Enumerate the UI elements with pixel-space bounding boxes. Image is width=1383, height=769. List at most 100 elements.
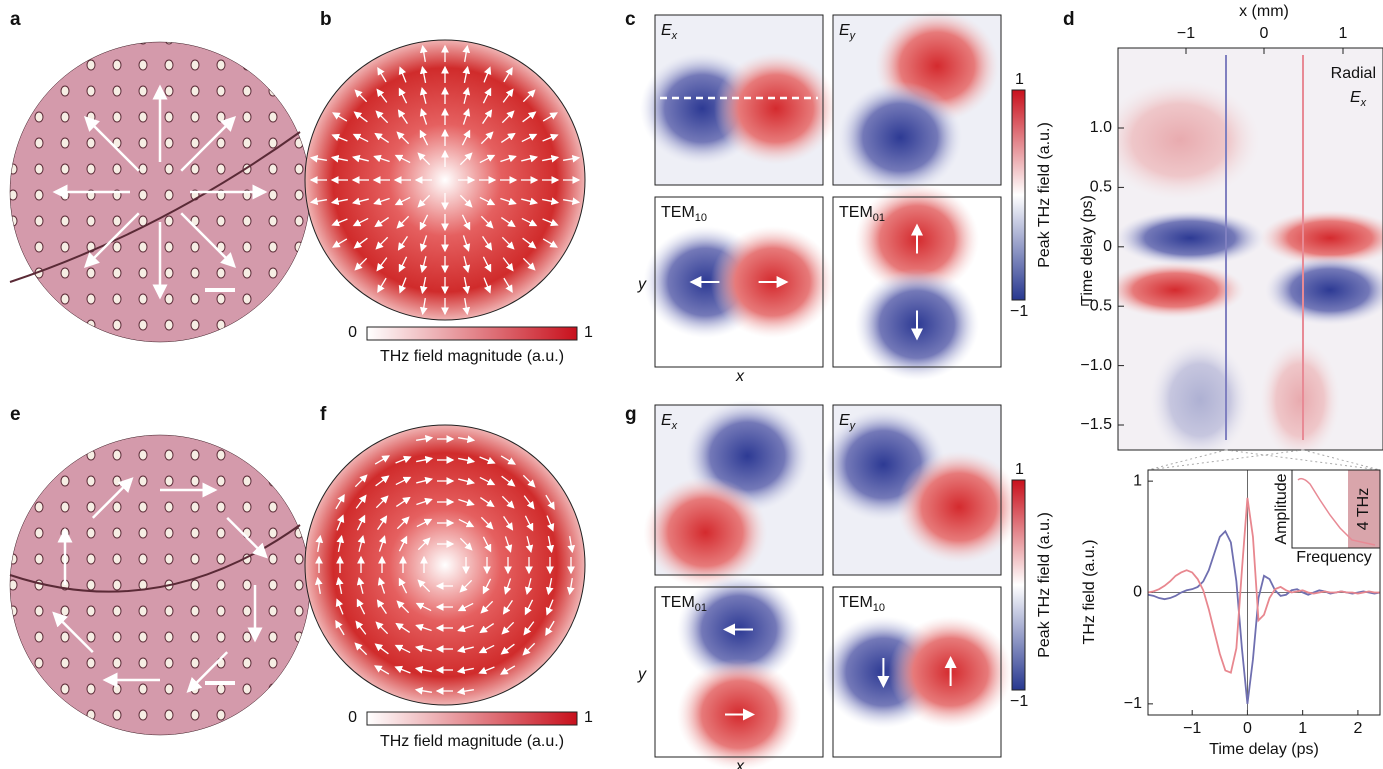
x-tick-label: 2 xyxy=(1353,720,1362,737)
x-label: x xyxy=(735,758,745,769)
heatmap-lobe xyxy=(1118,210,1265,266)
arrow xyxy=(500,197,517,206)
connector xyxy=(1147,449,1304,471)
arrow xyxy=(374,132,390,143)
arrow xyxy=(458,518,475,528)
arrow xyxy=(356,514,366,531)
y-tick-label: 0 xyxy=(1103,238,1112,255)
arrow xyxy=(335,494,345,510)
arrow xyxy=(462,65,471,83)
arrow xyxy=(478,644,495,654)
colorbar-min: 0 xyxy=(348,709,357,726)
arrow xyxy=(394,665,411,674)
arrow xyxy=(419,108,428,125)
arrow xyxy=(458,498,475,507)
arrow xyxy=(357,534,366,552)
x-tick-label: 0 xyxy=(1260,25,1269,42)
arrow xyxy=(479,476,496,486)
arrow xyxy=(309,154,327,163)
arrow xyxy=(545,578,554,596)
y-tick-label: 1.0 xyxy=(1090,119,1112,136)
map-label: Ey xyxy=(839,412,857,432)
y-tick-label: −1 xyxy=(1124,695,1142,712)
map-frame xyxy=(832,196,1002,368)
arrow xyxy=(336,534,345,552)
arrow xyxy=(332,238,348,248)
arrow xyxy=(354,257,368,271)
arrow xyxy=(398,87,408,104)
map-label: Ex xyxy=(1350,89,1367,109)
micrograph xyxy=(9,434,311,736)
arrow xyxy=(354,642,368,656)
arrow xyxy=(91,477,134,519)
arrow xyxy=(457,602,474,612)
colorbar-label: THz field magnitude (a.u.) xyxy=(380,733,564,750)
arrow xyxy=(415,602,432,612)
arrow xyxy=(378,535,387,552)
arrow xyxy=(398,577,408,594)
arrow xyxy=(456,645,474,654)
arrow xyxy=(502,88,514,103)
colorbar-max: 1 xyxy=(584,709,593,726)
arrow xyxy=(419,235,428,252)
arrow xyxy=(395,476,412,486)
arrow xyxy=(459,152,473,166)
arrow xyxy=(373,197,390,206)
arrow xyxy=(482,109,493,125)
arrow xyxy=(545,620,555,636)
arrow xyxy=(479,497,495,508)
arrow xyxy=(545,599,554,616)
arrow xyxy=(502,599,513,615)
colorbar-label: THz field magnitude (a.u.) xyxy=(380,348,564,365)
heatmap-lobe xyxy=(1265,255,1383,325)
arrow xyxy=(396,600,410,614)
arrow xyxy=(482,256,492,273)
arrow xyxy=(398,256,408,273)
arrow xyxy=(504,536,513,553)
arrow xyxy=(377,515,388,531)
arrow xyxy=(522,111,537,123)
arrow xyxy=(395,455,412,464)
y-tick-label: −1.0 xyxy=(1080,357,1112,374)
arrow xyxy=(503,515,514,531)
x-label: x xyxy=(735,368,745,385)
label-sub: 01 xyxy=(695,602,707,614)
map-lobe xyxy=(713,52,838,165)
arrow xyxy=(377,577,386,594)
arrow xyxy=(479,154,496,164)
map-label: Ex xyxy=(661,412,678,432)
arrow xyxy=(397,109,408,125)
arrow xyxy=(417,194,431,208)
y-tick-label: 0 xyxy=(1133,584,1142,601)
arrow xyxy=(395,496,411,507)
map-lobe xyxy=(838,81,963,194)
arrow xyxy=(501,495,515,509)
arrow xyxy=(501,621,515,635)
arrow xyxy=(414,644,432,653)
arrow xyxy=(376,257,388,272)
arrow xyxy=(351,154,369,163)
arrow xyxy=(375,495,389,509)
arrow xyxy=(373,154,390,163)
arrow xyxy=(456,687,474,696)
arrow xyxy=(419,86,428,104)
arrow xyxy=(336,514,345,531)
arrow xyxy=(500,132,516,143)
map-label: TEM01 xyxy=(839,204,885,224)
arrow xyxy=(335,598,344,615)
arrow xyxy=(352,217,369,227)
arrow xyxy=(522,642,536,656)
annotation: Radial xyxy=(1331,65,1376,82)
connector xyxy=(1147,449,1227,471)
arrow xyxy=(397,235,408,251)
arrow xyxy=(416,518,433,528)
arrow xyxy=(501,475,516,487)
arrow xyxy=(356,576,365,594)
arrow xyxy=(416,497,433,506)
arrow xyxy=(376,599,387,615)
connector xyxy=(1302,449,1381,471)
colorbar-max: 1 xyxy=(1015,461,1024,478)
arrow xyxy=(456,666,474,675)
arrow xyxy=(374,643,389,655)
arrow xyxy=(522,89,536,103)
